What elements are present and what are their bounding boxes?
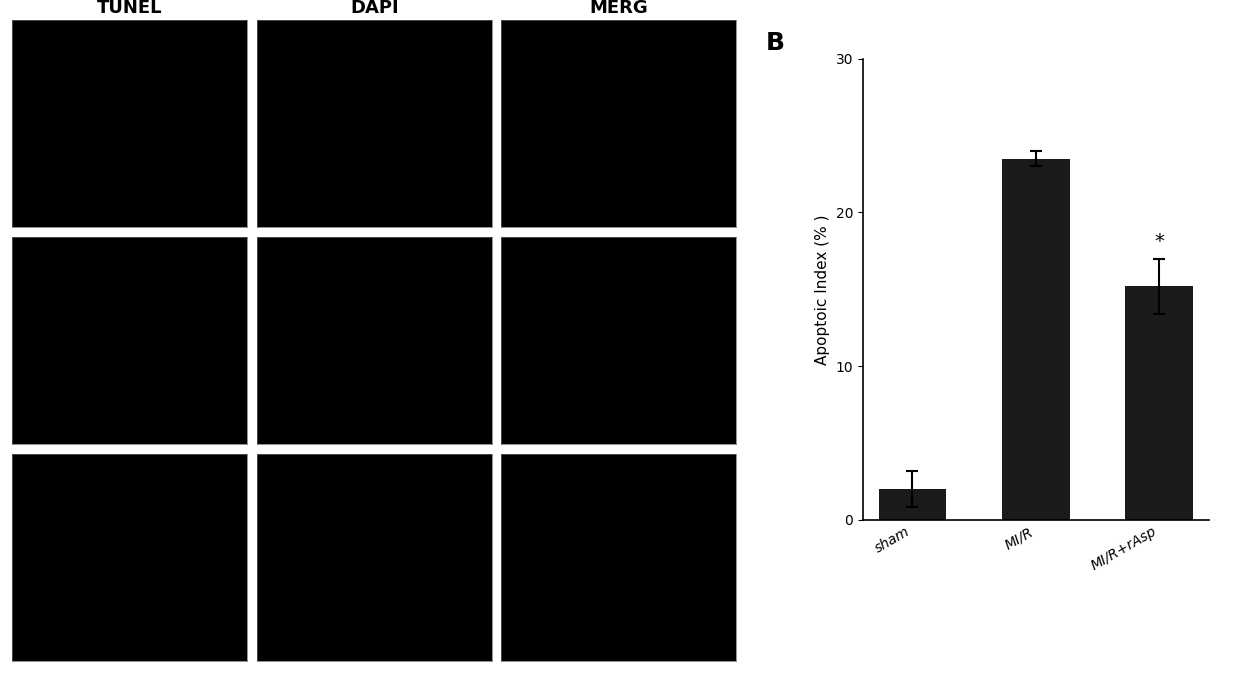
Title: DAPI: DAPI [349, 0, 399, 18]
Text: B: B [766, 31, 786, 55]
Text: *: * [1155, 232, 1165, 251]
Y-axis label: Apoptoic Index (% ): Apoptoic Index (% ) [815, 214, 830, 364]
Title: MERG: MERG [590, 0, 648, 18]
Bar [878, 489, 947, 520]
Bar [1125, 286, 1193, 520]
Title: TUNEL: TUNEL [97, 0, 162, 18]
Bar [1002, 159, 1069, 520]
